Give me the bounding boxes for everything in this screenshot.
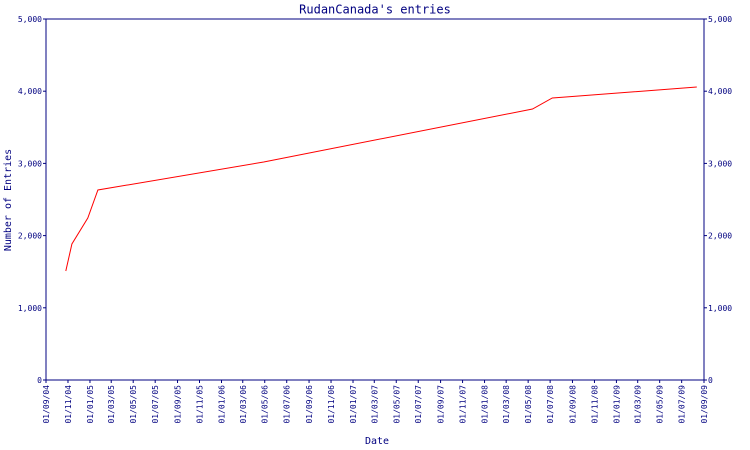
y-axis-label: Number of Entries [3, 149, 14, 251]
x-tick-label: 01/11/07 [459, 385, 468, 424]
y2-tick-label: 1,000 [708, 304, 732, 313]
x-tick-label: 01/11/04 [64, 385, 73, 424]
x-tick-label: 01/09/08 [568, 385, 577, 424]
y2-tick-label: 4,000 [708, 87, 732, 96]
y-tick-label: 2,000 [18, 232, 42, 241]
line-series [65, 86, 697, 272]
x-tick-label: 01/03/09 [634, 385, 643, 424]
x-tick-label: 01/07/07 [414, 385, 423, 424]
x-tick-label: 01/05/08 [524, 385, 533, 424]
x-tick-label: 01/09/06 [305, 385, 314, 424]
x-tick-label: 01/01/05 [86, 385, 95, 424]
x-tick-label: 01/05/06 [261, 385, 270, 424]
y-tick-label: 5,000 [18, 15, 42, 24]
x-tick-label: 01/09/04 [42, 385, 51, 424]
y2-tick-label: 3,000 [708, 159, 732, 168]
x-tick-label: 01/01/09 [612, 385, 621, 424]
x-tick-label: 01/05/07 [392, 385, 401, 424]
chart-title: RudanCanada's entries [299, 3, 451, 17]
y2-tick-label: 2,000 [708, 232, 732, 241]
y2-tick-label: 5,000 [708, 15, 732, 24]
x-tick-label: 01/01/07 [349, 385, 358, 424]
x-tick-label: 01/11/08 [590, 385, 599, 424]
y2-tick-label: 0 [708, 376, 713, 385]
x-tick-label: 01/07/08 [546, 385, 555, 424]
x-tick-label: 01/09/05 [174, 385, 183, 424]
x-tick-label: 01/03/05 [107, 385, 116, 424]
x-tick-label: 01/03/07 [370, 385, 379, 424]
x-tick-label: 01/03/08 [502, 385, 511, 424]
y-tick-label: 1,000 [18, 304, 42, 313]
x-tick-label: 01/09/07 [437, 385, 446, 424]
x-tick-label: 01/05/09 [656, 385, 665, 424]
x-tick-label: 01/05/05 [129, 385, 138, 424]
x-tick-label: 01/07/06 [283, 385, 292, 424]
x-tick-label: 01/03/06 [239, 385, 248, 424]
x-tick-label: 01/11/06 [327, 385, 336, 424]
plot-frame [45, 18, 705, 381]
x-tick-label: 01/07/09 [678, 385, 687, 424]
x-tick-label: 01/09/09 [700, 385, 709, 424]
y-tick-label: 4,000 [18, 87, 42, 96]
x-tick-label: 01/01/06 [217, 385, 226, 424]
x-axis-label: Date [365, 436, 389, 447]
y-tick-label: 3,000 [18, 159, 42, 168]
y-tick-label: 0 [37, 376, 42, 385]
x-tick-label: 01/01/08 [481, 385, 490, 424]
x-tick-label: 01/07/05 [151, 385, 160, 424]
x-tick-label: 01/11/05 [196, 385, 205, 424]
